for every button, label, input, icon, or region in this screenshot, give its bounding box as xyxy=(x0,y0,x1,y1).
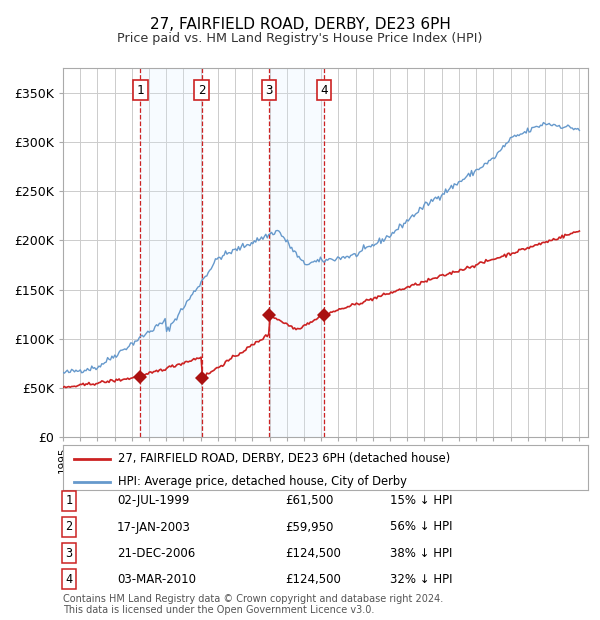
Text: £59,950: £59,950 xyxy=(285,521,334,533)
Text: 4: 4 xyxy=(65,573,73,585)
Text: £61,500: £61,500 xyxy=(285,495,334,507)
Text: 3: 3 xyxy=(265,84,273,97)
Text: 56% ↓ HPI: 56% ↓ HPI xyxy=(390,521,452,533)
Text: 3: 3 xyxy=(65,547,73,559)
Text: 38% ↓ HPI: 38% ↓ HPI xyxy=(390,547,452,559)
Text: 27, FAIRFIELD ROAD, DERBY, DE23 6PH (detached house): 27, FAIRFIELD ROAD, DERBY, DE23 6PH (det… xyxy=(118,452,451,465)
Text: 1: 1 xyxy=(137,84,144,97)
Text: 17-JAN-2003: 17-JAN-2003 xyxy=(117,521,191,533)
Text: 4: 4 xyxy=(320,84,328,97)
Text: £124,500: £124,500 xyxy=(285,573,341,585)
Text: This data is licensed under the Open Government Licence v3.0.: This data is licensed under the Open Gov… xyxy=(63,605,374,615)
Text: Contains HM Land Registry data © Crown copyright and database right 2024.: Contains HM Land Registry data © Crown c… xyxy=(63,594,443,604)
Text: 02-JUL-1999: 02-JUL-1999 xyxy=(117,495,190,507)
Text: £124,500: £124,500 xyxy=(285,547,341,559)
Text: 2: 2 xyxy=(198,84,205,97)
Text: 27, FAIRFIELD ROAD, DERBY, DE23 6PH: 27, FAIRFIELD ROAD, DERBY, DE23 6PH xyxy=(149,17,451,32)
Text: 15% ↓ HPI: 15% ↓ HPI xyxy=(390,495,452,507)
Text: 21-DEC-2006: 21-DEC-2006 xyxy=(117,547,195,559)
Text: 03-MAR-2010: 03-MAR-2010 xyxy=(117,573,196,585)
Text: 32% ↓ HPI: 32% ↓ HPI xyxy=(390,573,452,585)
Text: 1: 1 xyxy=(65,495,73,507)
Text: HPI: Average price, detached house, City of Derby: HPI: Average price, detached house, City… xyxy=(118,476,407,489)
Text: Price paid vs. HM Land Registry's House Price Index (HPI): Price paid vs. HM Land Registry's House … xyxy=(118,32,482,45)
Text: 2: 2 xyxy=(65,521,73,533)
Bar xyxy=(140,68,202,437)
Bar xyxy=(269,68,324,437)
